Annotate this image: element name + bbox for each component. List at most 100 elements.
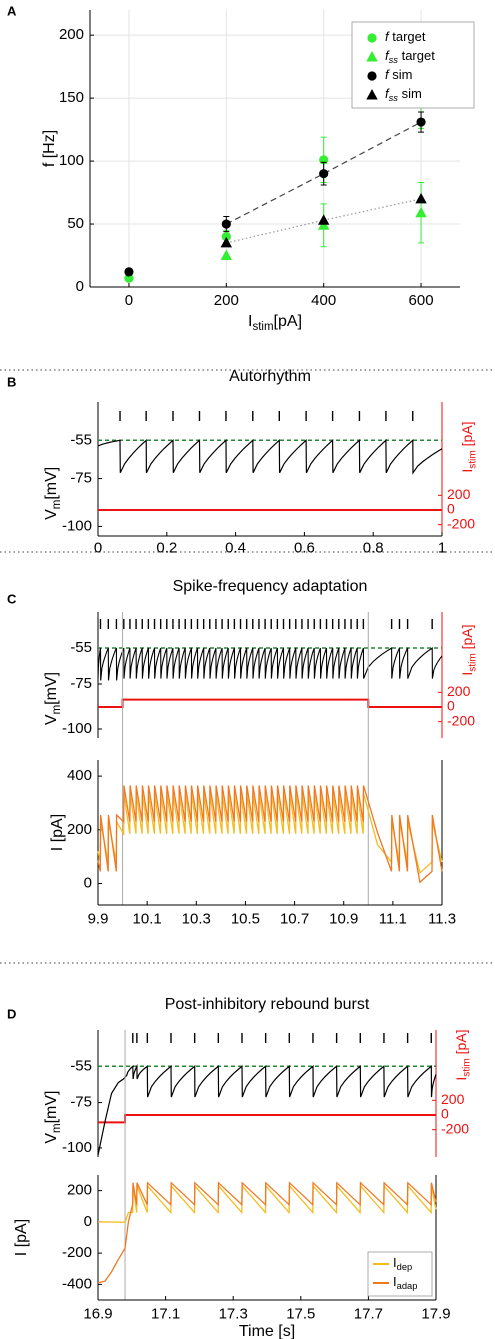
stim-axis-label: Istim [pA] (459, 421, 478, 472)
y-tick-label: 200 (67, 821, 92, 838)
legend-label: Idep (393, 1255, 412, 1272)
panel-title: Post-inhibitory rebound burst (165, 996, 370, 1013)
panel-label-A: A (7, 3, 17, 18)
vm-trace (97, 646, 443, 681)
y-tick-label: -75 (70, 1094, 92, 1111)
y-tick-label: 200 (67, 1182, 92, 1199)
y-tick-label: -100 (62, 1139, 92, 1156)
legend-marker (367, 33, 377, 43)
y-tick-label: 50 (67, 215, 84, 232)
y-tick-label: 100 (59, 152, 84, 169)
x-tick-label: 0 (94, 539, 102, 556)
x-tick-label: 400 (311, 292, 336, 309)
y-tick-label: -75 (70, 675, 92, 692)
legend-marker (367, 71, 377, 81)
legend-d: Idep Iadap (367, 1251, 433, 1297)
stim-trace (98, 1114, 436, 1124)
data-point-f_sim (319, 169, 329, 179)
x-tick-label: 10.5 (231, 910, 260, 927)
y-tick-label: -55 (70, 431, 92, 448)
vm-axis-label: Vm[mV] (43, 672, 63, 725)
legend-label: f sim (385, 67, 412, 82)
stim-tick-label: -200 (447, 515, 475, 531)
data-point-fss_sim (415, 192, 427, 204)
stim-tick-label: 200 (447, 683, 471, 699)
y-tick-label: 400 (67, 767, 92, 784)
y-axis-label: f [Hz] (41, 130, 58, 167)
i-adap-trace (97, 1181, 437, 1284)
x-tick-label: 17.5 (286, 1305, 315, 1322)
y-tick-label: -400 (62, 1275, 92, 1292)
stim-axis-label: Istim [pA] (459, 624, 478, 675)
legend-marker (366, 89, 378, 100)
x-tick-label: 1 (438, 539, 446, 556)
legend-label: f target (385, 29, 426, 44)
y-tick-label: 200 (59, 26, 84, 43)
stim-tick-label: 0 (441, 1106, 449, 1122)
x-tick-label: 0.4 (225, 539, 246, 556)
legend-box (367, 1251, 433, 1297)
i-dep-trace (97, 793, 443, 875)
vm-trace (97, 1063, 437, 1156)
x-tick-label: 10.7 (280, 910, 309, 927)
data-point-f_target (221, 232, 231, 242)
stim-axis-label: Istim [pA] (453, 1029, 472, 1080)
panel-label-D: D (7, 1006, 16, 1021)
x-tick-label: 0 (125, 292, 133, 309)
current-axis-label: I [pA] (49, 814, 66, 851)
legend-label: Iadap (393, 1274, 417, 1291)
legend-label: fss sim (385, 86, 422, 103)
y-tick-label: -200 (62, 1244, 92, 1261)
panel-c-currents: 0 200 400 I [pA] 9.9 10.1 10.3 10.5 10.7 10.9 11.1… (49, 760, 456, 927)
y-tick-label: 0 (84, 874, 92, 891)
x-tick-label: 17.3 (219, 1305, 248, 1322)
legend-a: f target fss target f sim fss sim (351, 21, 475, 109)
x-axis-label: Time [s] (239, 1323, 295, 1339)
x-tick-label: 200 (214, 292, 239, 309)
x-tick-label: 10.3 (182, 910, 211, 927)
y-tick-label: -55 (70, 639, 92, 656)
stim-trace (98, 698, 442, 708)
vm-axis-label: Vm[mV] (43, 1091, 63, 1144)
x-tick-label: 16.9 (83, 1305, 112, 1322)
stim-tick-label: 200 (447, 486, 471, 502)
y-tick-label: -100 (62, 517, 92, 534)
x-axis-label: Istim[pA] (248, 313, 302, 333)
data-point-f_sim (124, 267, 134, 277)
x-tick-label: 10.1 (133, 910, 162, 927)
stim-tick-label: -200 (447, 712, 475, 728)
i-adap-trace (97, 785, 443, 884)
series-line-fss_sim (226, 198, 422, 244)
x-tick-label: 9.9 (88, 910, 109, 927)
x-tick-label: 0.2 (156, 539, 177, 556)
x-tick-label: 0.6 (294, 539, 315, 556)
x-tick-label: 17.7 (354, 1305, 383, 1322)
vm-axis-label: Vm[mV] (43, 467, 63, 520)
x-tick-label: 0.8 (363, 539, 384, 556)
legend-label: fss target (385, 48, 435, 65)
stim-tick-label: 0 (447, 501, 455, 517)
x-tick-label: 10.9 (329, 910, 358, 927)
data-point-fss_target (220, 249, 233, 261)
panel-title: Autorhythm (229, 368, 311, 385)
panel-d-currents: 200 0 -200 -400 I [pA] 16.9 17.1 17.3 17.5 17.7 17… (13, 1175, 451, 1339)
data-point-fss_sim (220, 236, 233, 248)
y-tick-label: -100 (62, 720, 92, 737)
x-tick-label: 17.9 (421, 1305, 450, 1322)
y-tick-label: -55 (70, 1057, 92, 1074)
stim-tick-label: 0 (447, 698, 455, 714)
panel-c-adaptation: Spike-frequency adaptation -55 -75 -100Vm[m… (43, 578, 478, 738)
data-point-fss_sim (317, 214, 330, 225)
legend-marker (366, 51, 378, 62)
y-tick-label: 0 (76, 278, 84, 295)
x-tick-label: 17.1 (151, 1305, 180, 1322)
stim-tick-label: -200 (441, 1120, 469, 1136)
current-axis-label: I [pA] (13, 1219, 30, 1256)
panel-label-C: C (7, 591, 17, 606)
stim-tick-label: 200 (441, 1091, 465, 1107)
data-point-f_target (124, 273, 134, 283)
y-tick-label: 0 (84, 1213, 92, 1230)
panel-title: Spike-frequency adaptation (173, 578, 368, 595)
